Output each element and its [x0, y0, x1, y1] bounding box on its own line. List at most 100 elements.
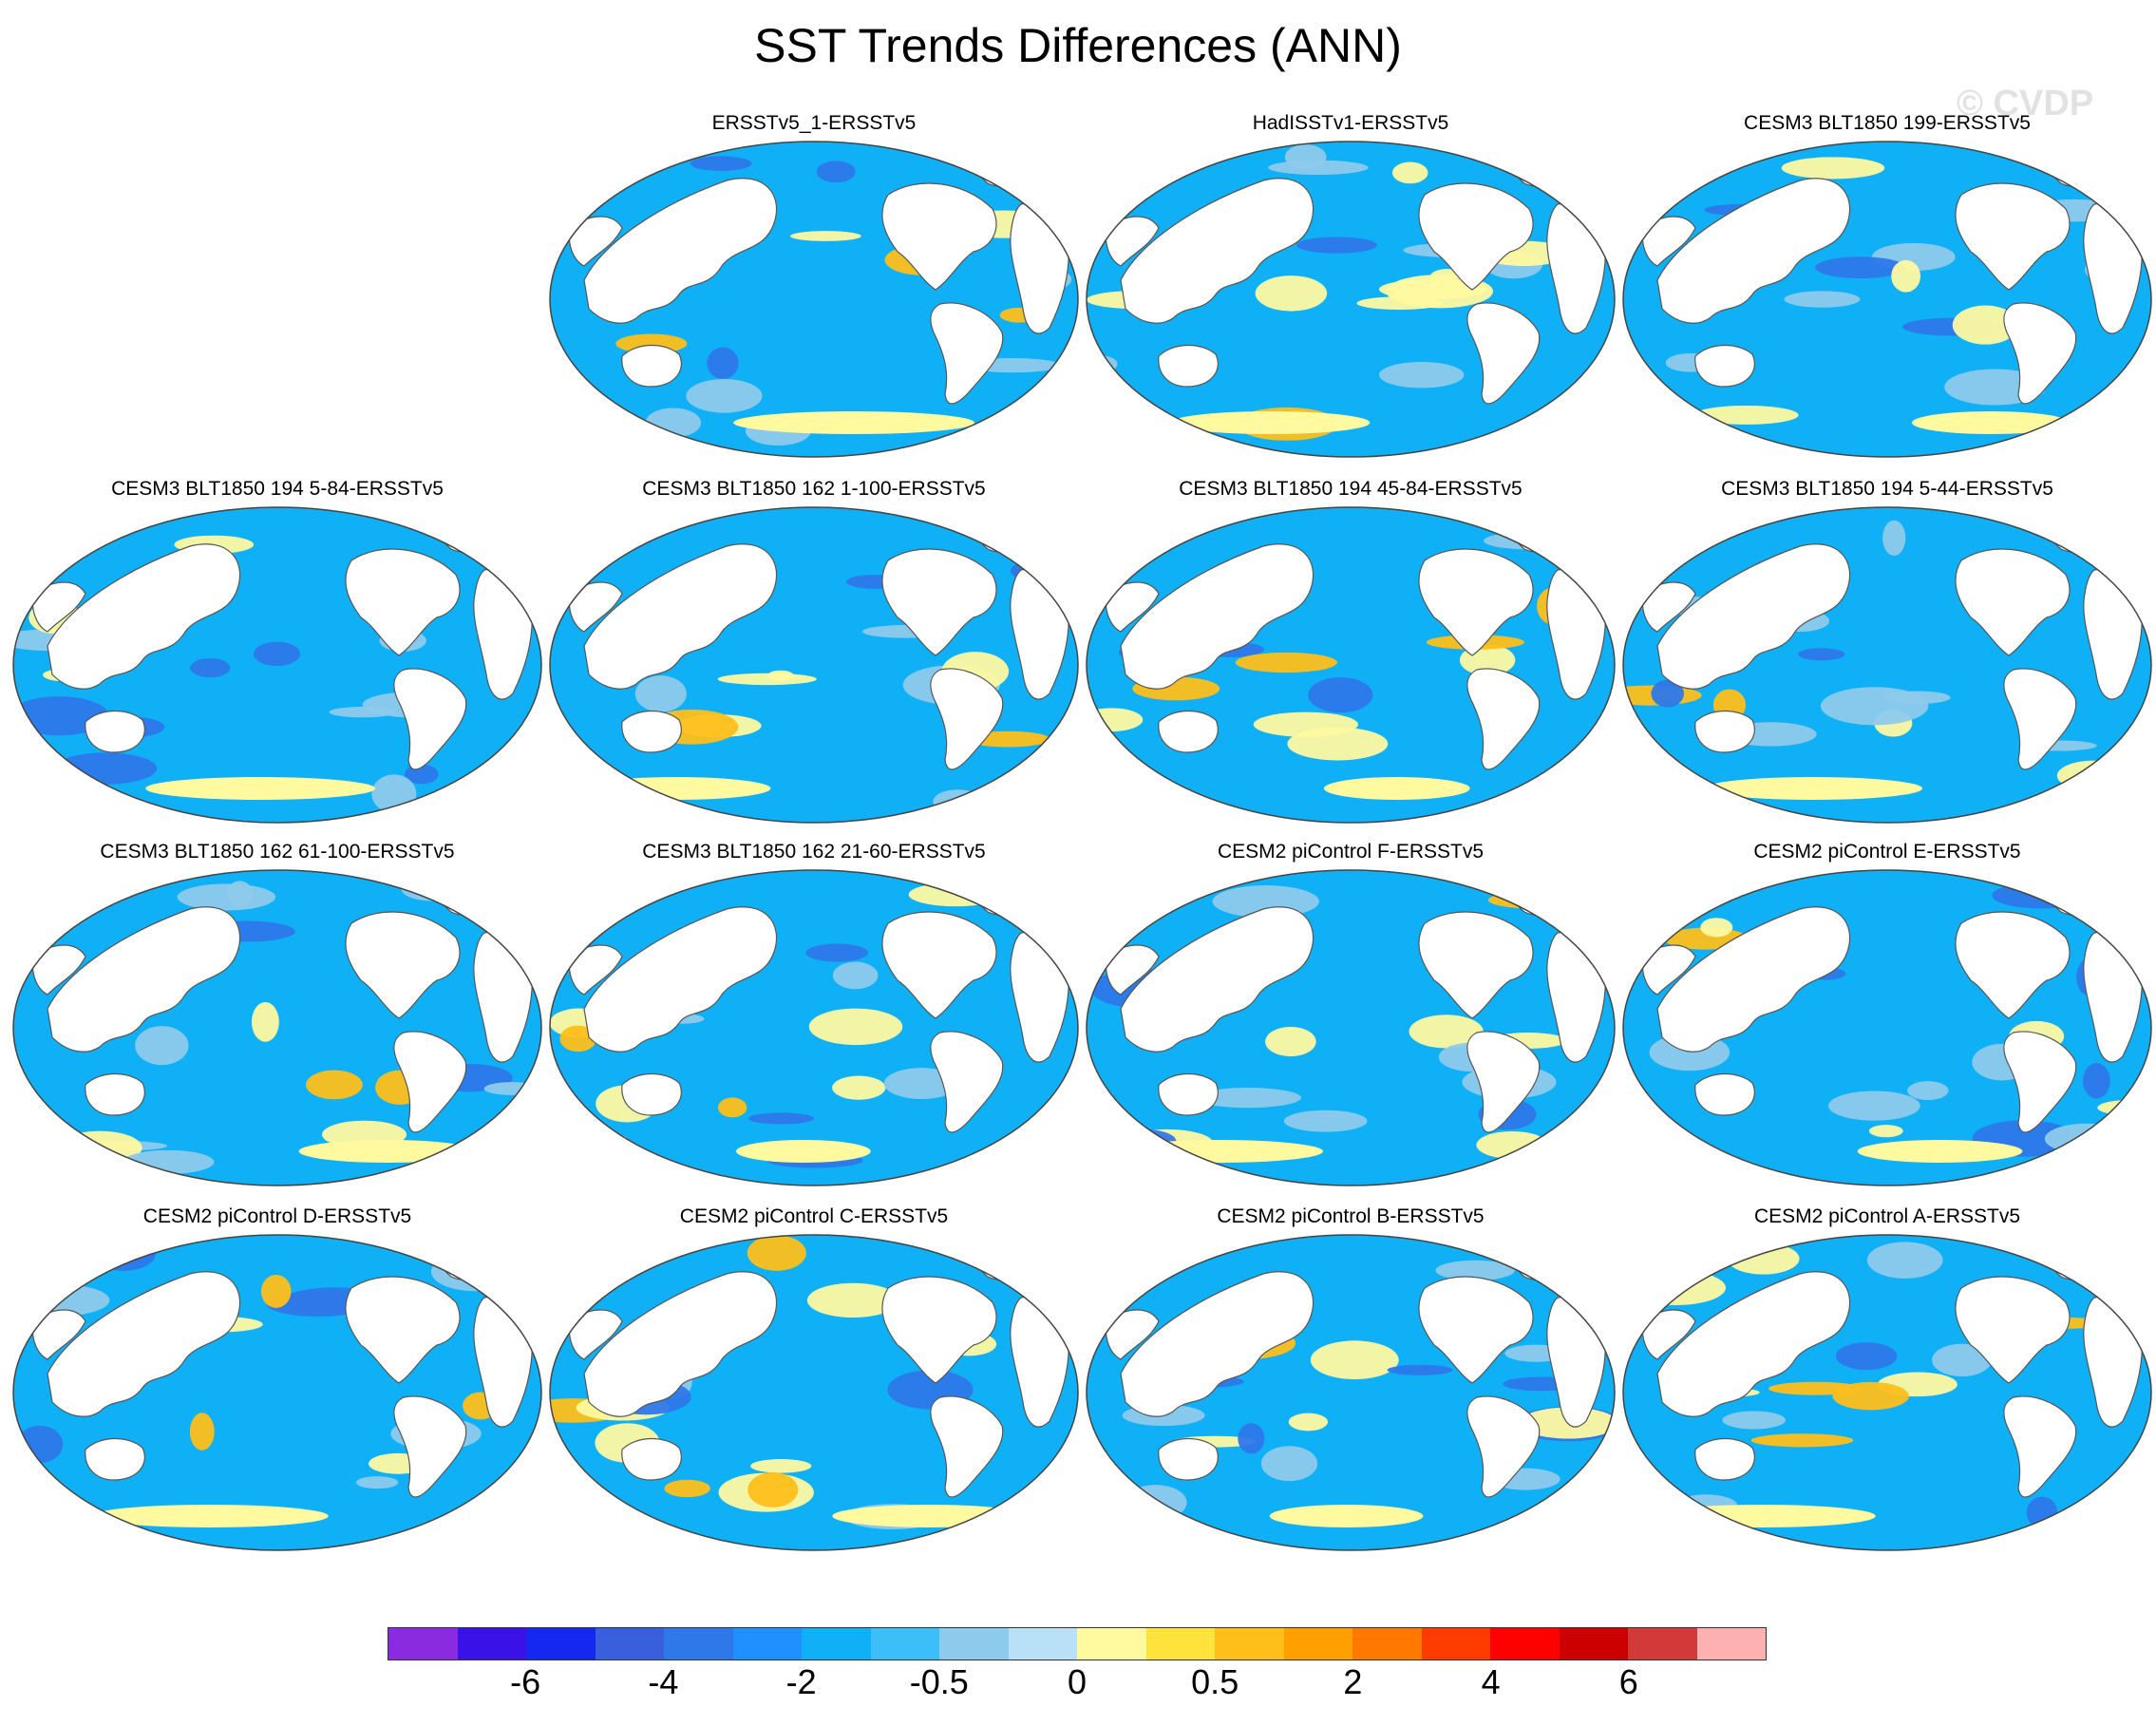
map-border	[1622, 506, 2152, 824]
map-panel: ERSSTv5_1-ERSSTv5	[546, 109, 1082, 461]
colorbar-swatch	[1283, 1628, 1352, 1660]
map-border	[1622, 869, 2152, 1186]
map-border	[549, 506, 1079, 824]
land-mass	[1120, 543, 1314, 690]
sst-trend-map	[549, 141, 1079, 458]
map-panel: CESM3 BLT1850 194 5-44-ERSSTv5	[1619, 475, 2155, 826]
land-mass	[2003, 302, 2077, 405]
colorbar-swatch	[388, 1628, 458, 1660]
colorbar-swatch	[457, 1628, 526, 1660]
map-border	[12, 506, 542, 824]
land-mass	[881, 911, 997, 1019]
map-panel: CESM2 piControl A-ERSSTv5	[1619, 1203, 2155, 1554]
land-mass	[1105, 581, 1160, 633]
panel-title: HadISSTv1-ERSSTv5	[1252, 112, 1449, 134]
map-border	[549, 869, 1079, 1186]
colorbar-swatch	[1077, 1628, 1146, 1660]
colorbar-tick-label: 0.5	[1191, 1662, 1239, 1701]
panel-title: CESM3 BLT1850 194 5-84-ERSSTv5	[111, 478, 444, 500]
panel-title: CESM2 piControl C-ERSSTv5	[679, 1205, 949, 1227]
land-mass	[1641, 944, 1696, 996]
land-mass	[1418, 911, 1534, 1019]
sst-trend-map	[12, 869, 542, 1186]
map-panel: CESM2 piControl D-ERSSTv5	[9, 1203, 545, 1554]
map-border	[1086, 141, 1616, 458]
map-panel: CESM3 BLT1850 162 61-100-ERSSTv5	[9, 838, 545, 1189]
land-mass	[1418, 1276, 1534, 1384]
map-panel: CESM3 BLT1850 162 1-100-ERSSTv5	[546, 475, 1082, 826]
colorbar-swatch	[1215, 1628, 1284, 1660]
land-mass	[2003, 1031, 2077, 1133]
colorbar-tick-label: 0	[1067, 1662, 1087, 1701]
panel-title: CESM3 BLT1850 199-ERSSTv5	[1744, 112, 2031, 134]
land-mass	[47, 543, 241, 690]
land-mass	[583, 543, 778, 690]
land-mass	[85, 1072, 145, 1116]
colorbar-tick-label: -4	[648, 1662, 679, 1701]
colorbar-swatch	[1008, 1628, 1077, 1660]
colorbar-swatch	[870, 1628, 939, 1660]
land-mass	[621, 1437, 682, 1481]
land-mass	[930, 302, 1004, 405]
sst-trend-map	[1622, 869, 2152, 1186]
map-border	[549, 141, 1079, 458]
land-mass	[1656, 178, 1851, 324]
land-mass	[1694, 344, 1755, 388]
map-panel: CESM2 piControl E-ERSSTv5	[1619, 838, 2155, 1189]
land-mass	[568, 581, 623, 633]
map-border	[12, 1234, 542, 1551]
sst-trend-map	[549, 506, 1079, 824]
map-border	[12, 869, 542, 1186]
land-mass	[393, 668, 467, 770]
land-mass	[31, 1309, 86, 1360]
land-mass	[881, 182, 997, 291]
land-mass	[1641, 216, 1696, 267]
land-mass	[47, 906, 241, 1053]
land-mass	[1120, 906, 1314, 1053]
land-mass	[1955, 911, 2071, 1019]
map-border	[1086, 506, 1616, 824]
land-mass	[1120, 178, 1314, 324]
panel-title: CESM3 BLT1850 162 1-100-ERSSTv5	[642, 478, 986, 500]
colorbar-swatch	[595, 1628, 664, 1660]
map-panel: CESM2 piControl F-ERSSTv5	[1083, 838, 1618, 1189]
sst-trend-map	[549, 869, 1079, 1186]
land-mass	[1105, 944, 1160, 996]
land-mass	[1656, 543, 1851, 690]
colorbar-swatch	[939, 1628, 1009, 1660]
figure-title: SST Trends Differences (ANN)	[754, 19, 1402, 72]
land-mass	[621, 344, 682, 388]
sst-trend-map	[1086, 869, 1616, 1186]
map-border	[549, 1234, 1079, 1551]
land-mass	[1466, 668, 1541, 770]
colorbar-swatch	[1559, 1628, 1628, 1660]
land-mass	[1466, 1395, 1541, 1498]
land-mass	[621, 710, 682, 753]
land-mass	[1158, 1437, 1219, 1481]
map-border	[1622, 1234, 2152, 1551]
land-mass	[930, 1031, 1004, 1133]
land-mass	[568, 1309, 623, 1360]
colorbar-swatch	[526, 1628, 596, 1660]
colorbar	[388, 1627, 1767, 1660]
colorbar-swatch	[1352, 1628, 1422, 1660]
land-mass	[1466, 302, 1541, 405]
panel-title: CESM3 BLT1850 194 5-44-ERSSTv5	[1721, 478, 2053, 500]
land-mass	[2003, 1395, 2077, 1498]
colorbar-tick-label: -6	[510, 1662, 541, 1701]
land-mass	[568, 216, 623, 267]
land-mass	[1105, 216, 1160, 267]
land-mass	[1694, 710, 1755, 753]
map-panel: CESM2 piControl C-ERSSTv5	[546, 1203, 1082, 1554]
map-panel: CESM3 BLT1850 199-ERSSTv5	[1619, 109, 2155, 461]
panel-title: CESM2 piControl A-ERSSTv5	[1753, 1205, 2021, 1227]
land-mass	[930, 668, 1004, 770]
panel-title: CESM2 piControl F-ERSSTv5	[1217, 841, 1485, 863]
colorbar-tick-label: -0.5	[909, 1662, 969, 1701]
map-panel: CESM3 BLT1850 194 45-84-ERSSTv5	[1083, 475, 1618, 826]
sst-trend-map	[12, 1234, 542, 1551]
panel-title: CESM2 piControl E-ERSSTv5	[1753, 841, 2021, 863]
map-panel: CESM3 BLT1850 162 21-60-ERSSTv5	[546, 838, 1082, 1189]
map-panel: CESM2 piControl B-ERSSTv5	[1083, 1203, 1618, 1554]
sst-trend-map	[1622, 1234, 2152, 1551]
